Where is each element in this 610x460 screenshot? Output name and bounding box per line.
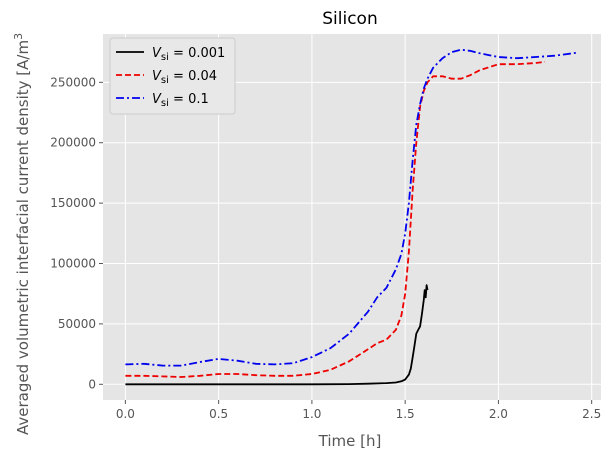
y-tick-label: 200000	[50, 136, 96, 150]
legend-entry-var: V	[152, 69, 162, 84]
y-tick-label: 100000	[50, 257, 96, 271]
y-tick-label: 250000	[50, 75, 96, 89]
series-line-3	[125, 48, 577, 367]
legend-box	[109, 37, 236, 115]
grid-lines	[103, 34, 601, 400]
legend-entry-value: = 0.1	[169, 92, 209, 107]
y-axis-label: Averaged volumetric interfacial current …	[12, 33, 33, 435]
legend-entry: Vsi = 0.001	[152, 46, 225, 63]
x-tick-label: 0.5	[209, 407, 228, 421]
series-lines	[125, 48, 577, 386]
series-line-2	[125, 60, 546, 378]
chart-title: Silicon	[322, 9, 377, 29]
x-tick-label: 2.0	[489, 407, 508, 421]
legend-entry-sub: si	[161, 52, 169, 63]
legend-entry-value: = 0.04	[169, 69, 217, 84]
legend-entry-var: V	[152, 92, 162, 107]
x-tick-label: 1.5	[396, 407, 415, 421]
x-tick-label: 0.0	[116, 407, 135, 421]
legend-entry: Vsi = 0.1	[152, 92, 209, 109]
legend-entry-var: V	[152, 46, 162, 61]
legend-entry-sub: si	[161, 98, 169, 109]
legend-entry: Vsi = 0.04	[152, 69, 217, 86]
x-axis-label: Time [h]	[318, 432, 382, 450]
y-tick-label: 150000	[50, 196, 96, 210]
y-axis-label-main: Averaged volumetric interfacial current …	[14, 40, 32, 435]
y-tick-label: 50000	[58, 317, 96, 331]
x-ticks: 0.0 0.5 1.0 1.5 2.0 2.5	[116, 400, 601, 421]
y-axis-label-superscript: 3	[12, 33, 25, 40]
legend-entry-value: = 0.001	[169, 46, 225, 61]
y-tick-label: 0	[88, 377, 96, 391]
legend-entry-sub: si	[161, 75, 169, 86]
x-tick-label: 2.5	[582, 407, 601, 421]
y-ticks: 0 50000 100000 150000 200000 250000	[50, 75, 103, 391]
series-line-1	[125, 284, 429, 386]
x-tick-label: 1.0	[302, 407, 321, 421]
